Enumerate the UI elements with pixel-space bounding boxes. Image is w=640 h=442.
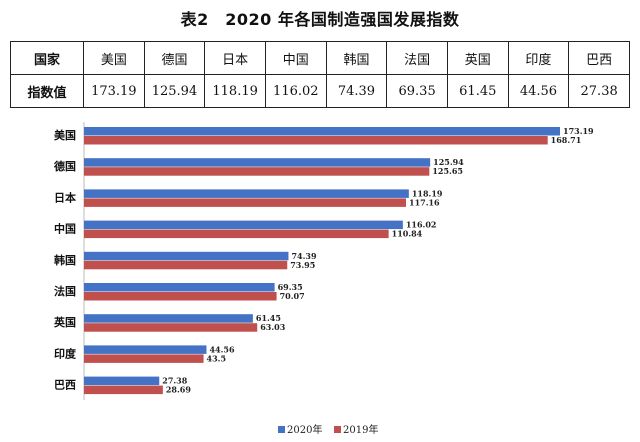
data-label: 27.38 — [162, 376, 187, 386]
table-cell-value: 173.19 — [83, 74, 145, 108]
bar-2020 — [84, 314, 253, 323]
index-table: 国家 美国 德国 日本 中国 韩国 法国 英国 印度 巴西 指数值 173.19 125.94 11… — [10, 41, 630, 108]
bar-2020 — [84, 220, 403, 230]
table-cell-value: 118.19 — [204, 74, 266, 108]
data-label: 63.03 — [260, 322, 285, 332]
bar-2019 — [84, 136, 548, 145]
bar-2019 — [84, 385, 163, 395]
table-cell-country: 日本 — [204, 41, 266, 75]
table-cell-value: 125.94 — [143, 74, 206, 108]
bar-2020 — [84, 283, 275, 292]
table-cell-value: 61.45 — [446, 74, 509, 108]
bar-2020 — [84, 127, 560, 136]
data-label: 168.71 — [551, 135, 582, 145]
table-cell-value: 44.56 — [507, 74, 570, 108]
bar-2020 — [84, 345, 207, 354]
table-cell-value: 74.39 — [325, 74, 388, 108]
bar-2019 — [84, 198, 407, 207]
table-row-countries: 国家 美国 德国 日本 中国 韩国 法国 英国 印度 巴西 — [10, 41, 630, 75]
data-label: 110.84 — [392, 229, 423, 239]
row-header-country: 国家 — [10, 41, 84, 75]
category-label: 巴西 — [54, 379, 76, 392]
bar-2020 — [84, 251, 289, 261]
table-cell-country: 德国 — [143, 41, 206, 75]
row-header-index: 指数值 — [10, 74, 84, 108]
table-cell-country: 韩国 — [325, 41, 388, 75]
table-cell-value: 69.35 — [386, 74, 448, 108]
category-label: 德国 — [53, 159, 76, 173]
bar-2019 — [84, 229, 389, 239]
data-label: 61.45 — [256, 313, 281, 323]
bar-2019 — [84, 167, 430, 176]
data-label: 73.95 — [290, 260, 315, 270]
category-label: 印度 — [54, 346, 77, 360]
table-cell-country: 美国 — [83, 41, 145, 75]
table-cell-value: 27.38 — [568, 74, 630, 108]
data-label: 116.02 — [406, 220, 437, 230]
bar-2020 — [84, 189, 409, 198]
legend-swatch — [278, 426, 285, 433]
bar-2019 — [84, 260, 288, 270]
page-title: 表2 2020 年各国制造强国发展指数 — [180, 10, 460, 29]
data-label: 44.56 — [209, 344, 234, 354]
table-row-values: 指数值 173.19 125.94 118.19 116.02 74.39 69.35 61… — [10, 74, 630, 108]
data-label: 125.94 — [433, 157, 464, 167]
data-label: 70.07 — [280, 291, 305, 301]
table-cell-country: 英国 — [446, 41, 509, 75]
data-label: 125.65 — [432, 166, 463, 176]
data-label: 69.35 — [278, 282, 303, 292]
data-label: 118.19 — [412, 188, 443, 198]
category-label: 美国 — [54, 128, 76, 142]
legend-label: 2020年 — [287, 423, 322, 436]
category-label: 韩国 — [54, 253, 76, 267]
data-label: 74.39 — [291, 251, 316, 261]
category-label: 日本 — [54, 190, 76, 204]
table-cell-country: 中国 — [264, 41, 327, 75]
bar-2020 — [84, 376, 160, 386]
category-label: 中国 — [54, 222, 76, 236]
data-label: 117.16 — [409, 197, 440, 207]
bar-2020 — [84, 158, 431, 167]
data-label: 28.69 — [166, 385, 191, 395]
legend-label: 2019年 — [343, 423, 378, 436]
table-cell-country: 法国 — [386, 41, 448, 75]
table-cell-country: 巴西 — [568, 41, 630, 75]
data-label: 43.5 — [207, 353, 226, 363]
table-cell-value: 116.02 — [264, 74, 327, 108]
bar-2019 — [84, 323, 258, 332]
category-label: 法国 — [54, 284, 76, 298]
category-label: 英国 — [53, 315, 76, 329]
bar-2019 — [84, 354, 204, 363]
bar-2019 — [84, 292, 277, 301]
legend-swatch — [334, 426, 341, 433]
data-label: 173.19 — [563, 126, 594, 136]
table-cell-country: 印度 — [507, 41, 570, 75]
